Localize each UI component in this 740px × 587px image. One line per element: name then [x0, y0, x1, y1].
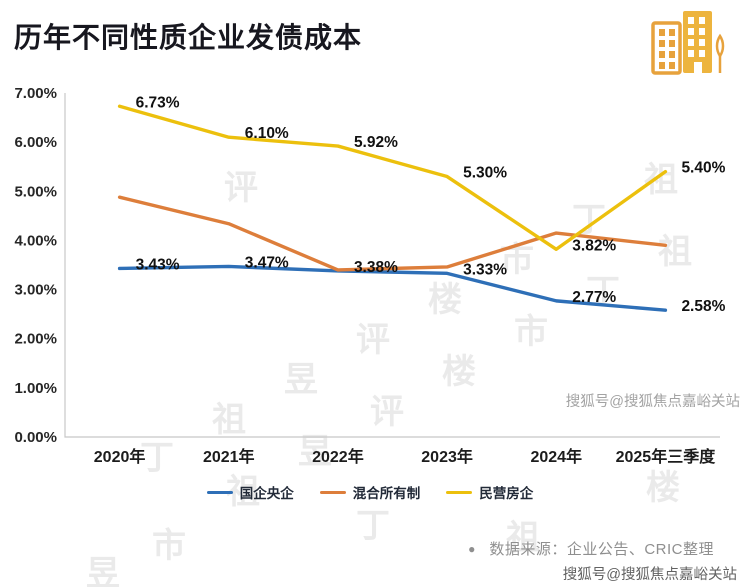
data-label: 5.40%	[681, 160, 725, 177]
data-label: 3.82%	[572, 237, 616, 254]
legend-label: 国企央企	[239, 486, 294, 501]
y-tick-label: 6.00%	[14, 134, 57, 151]
x-axis-label: 2024年	[530, 447, 582, 466]
data-label: 3.38%	[354, 259, 398, 276]
watermark-sohu-bottom: 搜狐号@搜狐焦点嘉峪关站	[562, 567, 737, 583]
legend-line-icon	[206, 490, 233, 494]
data-label: 2.58%	[681, 298, 725, 315]
page-title: 历年不同性质企业发债成本	[14, 22, 363, 53]
bullet-icon: ●	[468, 541, 476, 556]
watermark-glyph: 昱	[86, 555, 120, 587]
data-label: 2.77%	[572, 289, 616, 306]
x-axis-label: 2025年三季度	[616, 447, 717, 466]
data-label: 3.43%	[136, 256, 180, 273]
data-label: 6.10%	[245, 125, 289, 142]
buildings-icon-svg	[651, 11, 725, 75]
series-line	[117, 264, 668, 312]
data-label: 5.30%	[463, 165, 507, 182]
data-source: ● 数据来源：企业公告、CRIC整理	[468, 538, 714, 559]
data-label: 5.92%	[354, 134, 398, 151]
legend-label: 民营房企	[479, 486, 534, 501]
watermark-glyph: 市	[152, 527, 186, 565]
legend-line-icon	[446, 490, 473, 494]
data-label: 6.73%	[136, 94, 180, 111]
axis	[64, 93, 720, 438]
y-tick-label: 4.00%	[14, 232, 57, 249]
x-axis-label: 2020年	[94, 447, 146, 466]
data-label: 3.47%	[245, 254, 289, 271]
legend-item-soe: 国企央企	[206, 482, 294, 502]
y-tick-label: 2.00%	[14, 331, 57, 348]
y-tick-label: 0.00%	[14, 429, 57, 446]
line-chart: 0.00% 1.00% 2.00% 3.00% 4.00% 5.00% 6.00% 7.00%…	[14, 85, 725, 466]
chart-legend: 国企央企 混合所有制 民营房企	[0, 482, 740, 502]
watermark-glyph: 丁	[356, 507, 390, 545]
data-label: 3.33%	[463, 261, 507, 278]
x-axis-label: 2022年	[312, 447, 364, 466]
data-source-text: 数据来源：企业公告、CRIC整理	[489, 541, 714, 558]
y-tick-label: 5.00%	[14, 183, 57, 200]
legend-label: 混合所有制	[352, 486, 421, 501]
y-tick-label: 7.00%	[14, 85, 57, 102]
legend-line-icon	[319, 490, 346, 494]
series-line	[117, 104, 668, 251]
buildings-icon	[646, 6, 728, 85]
legend-item-private: 民营房企	[446, 482, 533, 502]
y-tick-label: 3.00%	[14, 282, 57, 299]
legend-item-mixed: 混合所有制	[319, 482, 421, 502]
y-tick-label: 1.00%	[14, 380, 57, 397]
watermark-sohu-mid: 搜狐号@搜狐焦点嘉峪关站	[565, 394, 740, 410]
x-axis-label: 2023年	[421, 447, 473, 466]
x-axis-label: 2021年	[203, 447, 255, 466]
